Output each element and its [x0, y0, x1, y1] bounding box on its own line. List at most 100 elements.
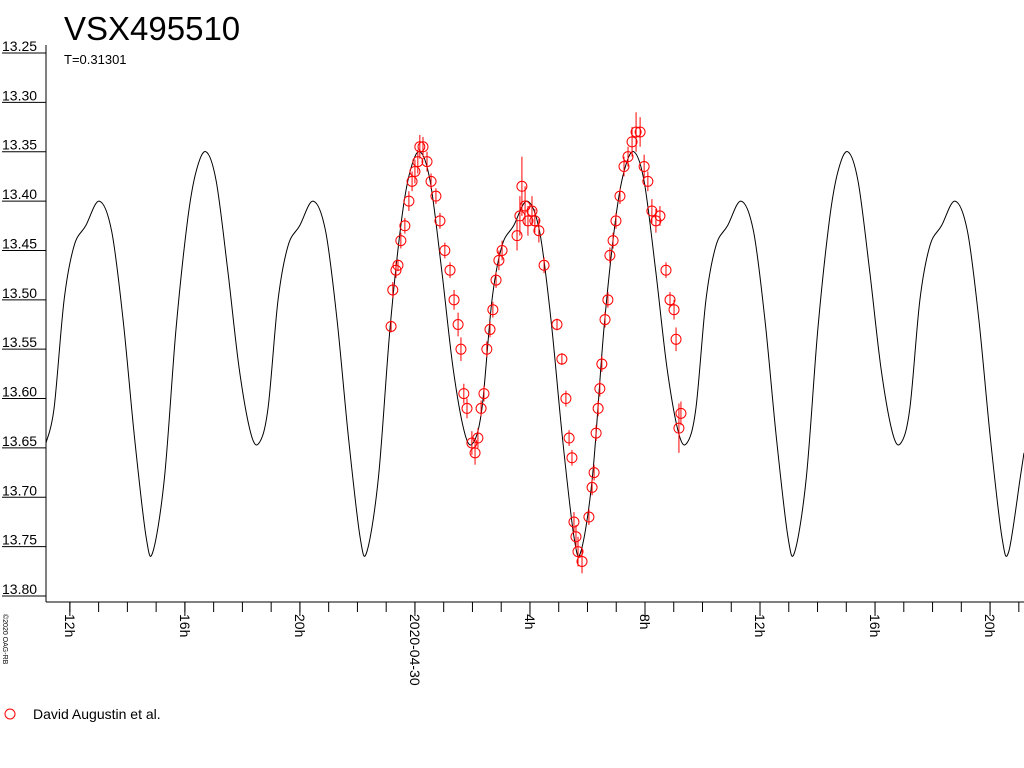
data-point [430, 190, 442, 202]
data-point [448, 294, 460, 306]
y-tick-label: 13.50 [2, 285, 37, 301]
data-point [590, 427, 602, 439]
data-point [538, 259, 550, 271]
data-point [395, 235, 407, 247]
data-point [594, 383, 606, 395]
data-point [668, 304, 680, 316]
data-point [403, 195, 415, 207]
y-tick-label: 13.55 [2, 334, 37, 350]
data-point [576, 555, 588, 567]
data-point [675, 407, 687, 419]
data-point [642, 175, 654, 187]
data-point [654, 210, 666, 222]
y-tick-label: 13.40 [2, 186, 37, 202]
y-tick-label: 13.60 [2, 384, 37, 400]
y-tick-label: 13.35 [2, 137, 37, 153]
data-point [596, 358, 608, 370]
data-point [607, 235, 619, 247]
x-tick-label: 16h [177, 614, 193, 637]
data-point [610, 215, 622, 227]
y-tick-label: 13.25 [2, 38, 37, 54]
data-point [399, 220, 411, 232]
credit: ©2020 OAG-RB [1, 614, 9, 665]
y-tick-label: 13.65 [2, 433, 37, 449]
data-point [475, 402, 487, 414]
data-point [599, 314, 611, 326]
data-point [522, 215, 534, 227]
data-point [602, 294, 614, 306]
data-point [414, 141, 426, 153]
y-tick-label: 13.75 [2, 532, 37, 548]
data-point [618, 161, 630, 173]
data-point [493, 254, 505, 266]
y-tick-label: 13.30 [2, 87, 37, 103]
data-point [487, 304, 499, 316]
data-point [566, 452, 578, 464]
data-point [583, 511, 595, 523]
data-point [586, 481, 598, 493]
data-point [646, 205, 658, 217]
data-point [560, 393, 572, 405]
model-curve [45, 151, 1024, 557]
data-point [434, 215, 446, 227]
x-tick-label: 20h [292, 614, 308, 637]
data-point [455, 343, 467, 355]
data-point [664, 294, 676, 306]
data-point [481, 343, 493, 355]
x-tick-label: 20h [982, 614, 998, 637]
x-tick-label: 12h [62, 614, 78, 637]
data-point [630, 126, 642, 138]
data-point [626, 136, 638, 148]
chart-title: VSX495510 [64, 10, 240, 47]
data-point [412, 156, 424, 168]
data-point [614, 190, 626, 202]
data-point [563, 432, 575, 444]
data-point [421, 156, 433, 168]
data-point [622, 151, 634, 163]
data-point [556, 353, 568, 365]
data-point [570, 531, 582, 543]
data-point [484, 323, 496, 335]
data-point [392, 259, 404, 271]
data-point [458, 388, 470, 400]
data-point [638, 161, 650, 173]
data-point [472, 432, 484, 444]
legend-label: David Augustin et al. [33, 706, 161, 722]
data-point [673, 422, 685, 434]
x-tick-label: 12h [752, 614, 768, 637]
data-point [425, 175, 437, 187]
data-point [634, 126, 646, 138]
y-tick-label: 13.45 [2, 235, 37, 251]
chart-subtitle: T=0.31301 [64, 52, 127, 67]
data-point [461, 402, 473, 414]
data-point [516, 180, 528, 192]
y-tick-label: 13.80 [2, 581, 37, 597]
x-tick-label: 4h [522, 614, 538, 630]
data-point [592, 402, 604, 414]
data-point [439, 244, 451, 256]
data-point [568, 516, 580, 528]
data-point [409, 165, 421, 177]
data-point [533, 225, 545, 237]
data-point [670, 333, 682, 345]
data-point [604, 249, 616, 261]
y-tick-label: 13.70 [2, 482, 37, 498]
data-point [511, 230, 523, 242]
x-tick-label: 2020-04-30 [407, 614, 423, 686]
data-point [529, 215, 541, 227]
data-point [551, 319, 563, 330]
data-point [496, 244, 508, 256]
data-point [387, 284, 399, 296]
x-tick-label: 8h [637, 614, 653, 630]
data-point [572, 546, 584, 558]
data-point [417, 141, 429, 153]
data-point [406, 175, 418, 187]
data-point [444, 264, 456, 276]
data-point [526, 205, 538, 217]
data-point [478, 388, 490, 400]
data-point [385, 320, 397, 332]
legend-marker [4, 708, 16, 720]
data-point [452, 319, 464, 330]
data-point [588, 467, 600, 479]
